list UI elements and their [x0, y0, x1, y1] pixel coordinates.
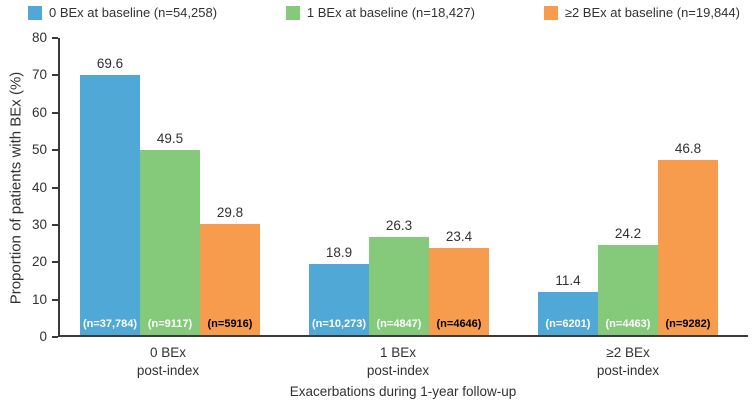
legend-label: ≥2 BEx at baseline (n=19,844) [564, 5, 740, 20]
x-category-line1: ≥2 BEx [606, 345, 650, 360]
y-tick-mark [52, 74, 58, 77]
bar-group: 18.9 (n=10,273) 26.3 (n=4847) 23.4 (n=4646) [309, 218, 489, 335]
bar-group: 11.4 (n=6201) 24.2 (n=4463) 46.8 (n=9282) [538, 141, 718, 335]
x-category-line2: post-index [366, 362, 430, 378]
legend-label: 1 BEx at baseline (n=18,427) [306, 5, 475, 20]
y-tick-label: 30 [31, 216, 47, 232]
bar-value-label: 46.8 [674, 141, 702, 157]
bar-group: 69.6 (n=37,784) 49.5 (n=9117) 29.8 (n=5916) [80, 56, 260, 335]
bar-n-label: (n=4646) [436, 318, 482, 330]
y-tick-label: 10 [31, 291, 47, 307]
bar-value-label: 69.6 [96, 55, 124, 71]
y-tick-mark [52, 298, 58, 301]
x-category-line1: 1 BEx [379, 345, 417, 360]
legend-item-0-bex: 0 BEx at baseline (n=54,258) [28, 5, 217, 20]
x-category-line2: post-index [136, 362, 200, 378]
y-tick-mark [52, 261, 58, 264]
y-tick-mark [52, 223, 58, 226]
bar: 11.4 (n=6201) [538, 273, 598, 335]
bar-value-label: 24.2 [614, 225, 642, 241]
y-tick-label: 60 [31, 104, 47, 120]
x-category-label: 1 BEx post-index [308, 344, 488, 379]
y-tick-label: 0 [39, 329, 47, 344]
x-axis-category-labels: 0 BEx post-index 1 BEx post-index ≥2 BEx post… [58, 344, 748, 379]
legend-swatch-orange-icon [543, 5, 558, 20]
bar: 69.6 (n=37,784) [80, 56, 140, 335]
y-tick-label: 20 [31, 254, 47, 270]
bar: 26.3 (n=4847) [369, 218, 429, 335]
bar: 18.9 (n=10,273) [309, 245, 369, 335]
y-tick-mark [52, 186, 58, 189]
bar-value-label: 26.3 [385, 217, 413, 233]
bar-n-label: (n=4463) [605, 318, 651, 330]
chart-legend: 0 BEx at baseline (n=54,258) 1 BEx at ba… [28, 5, 740, 20]
x-category-label: ≥2 BEx post-index [538, 344, 718, 379]
legend-swatch-green-icon [285, 5, 300, 20]
bar-value-label: 29.8 [216, 204, 244, 220]
bar: 24.2 (n=4463) [598, 226, 658, 335]
y-tick-label: 80 [31, 30, 47, 45]
legend-item-2plus-bex: ≥2 BEx at baseline (n=19,844) [543, 5, 740, 20]
bar-value-label: 11.4 [555, 273, 581, 289]
y-tick-label: 50 [31, 142, 47, 158]
bar-n-label: (n=37,784) [82, 318, 138, 330]
bar: 29.8 (n=5916) [200, 205, 260, 335]
bar-value-label: 18.9 [325, 245, 353, 261]
bar-value-label: 49.5 [156, 131, 184, 146]
y-tick-mark [52, 111, 58, 114]
y-tick-label: 40 [31, 179, 47, 195]
legend-item-1-bex: 1 BEx at baseline (n=18,427) [285, 5, 475, 20]
x-category-line2: post-index [596, 362, 660, 378]
bar-n-label: (n=9117) [147, 318, 193, 330]
bar-n-label: (n=4847) [376, 318, 422, 330]
y-axis: 0 10 20 30 40 50 60 70 80 [0, 30, 58, 344]
y-tick-label: 70 [31, 67, 47, 83]
legend-swatch-blue-icon [28, 5, 42, 20]
x-category-line1: 0 BEx [149, 345, 187, 360]
bar: 46.8 (n=9282) [658, 141, 718, 335]
y-tick-mark [52, 149, 58, 152]
x-category-label: 0 BEx post-index [78, 344, 258, 379]
bar: 49.5 (n=9117) [140, 131, 200, 335]
bar-n-label: (n=9282) [665, 318, 711, 330]
y-tick-mark [52, 336, 58, 338]
bar: 23.4 (n=4646) [429, 229, 489, 335]
bar-value-label: 23.4 [445, 228, 473, 244]
bar-n-label: (n=6201) [545, 318, 591, 330]
plot-area: 69.6 (n=37,784) 49.5 (n=9117) 29.8 (n=5916) 18… [58, 38, 748, 337]
legend-label: 0 BEx at baseline (n=54,258) [49, 5, 218, 20]
bar-n-label: (n=10,273) [311, 318, 367, 330]
y-tick-mark [52, 37, 58, 39]
bar-n-label: (n=5916) [207, 318, 253, 330]
x-axis-title: Exacerbations during 1-year follow-up [289, 384, 517, 399]
